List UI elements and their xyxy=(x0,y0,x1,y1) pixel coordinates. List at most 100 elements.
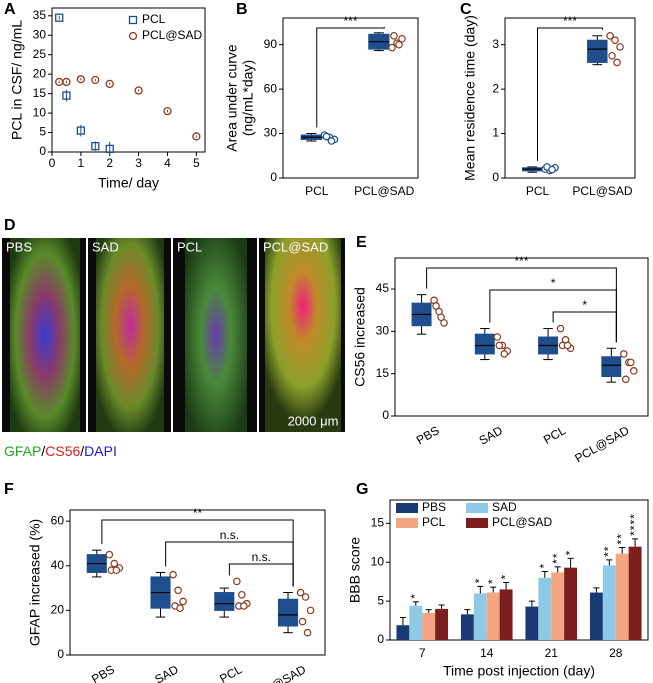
point xyxy=(500,350,509,358)
x-tick-label: PCL xyxy=(305,184,329,198)
y-tick-label: 5 xyxy=(377,593,384,607)
plot-frame xyxy=(394,257,649,417)
point xyxy=(192,132,201,141)
box xyxy=(214,592,235,611)
x-tick-label: PCL@SAD xyxy=(249,662,308,683)
point xyxy=(440,319,448,327)
x-tick-label: PCL@SAD xyxy=(572,423,631,465)
y-axis-label: PCL in CSF/ ng/mL xyxy=(9,20,25,140)
error-bar xyxy=(464,609,471,615)
point xyxy=(179,597,187,606)
panel-label: D xyxy=(4,217,16,234)
point xyxy=(627,358,635,367)
bar xyxy=(486,592,500,640)
significance-label: *** xyxy=(563,14,577,28)
bar xyxy=(499,589,513,640)
stain-legend: GFAP/CS56/DAPI xyxy=(4,443,117,459)
significance-label: n.s. xyxy=(220,528,239,542)
stain-name: CS56 xyxy=(45,443,80,459)
point xyxy=(134,86,143,95)
significance-label: *** xyxy=(514,254,528,268)
y-tick-label: 0 xyxy=(382,408,389,422)
legend-swatch xyxy=(396,518,418,528)
point xyxy=(606,31,614,40)
y-tick-label: 0 xyxy=(492,170,499,184)
x-tick-label: PCL@SAD xyxy=(354,184,415,198)
box xyxy=(474,333,495,355)
point xyxy=(306,606,315,615)
y-axis-label: BBB score xyxy=(347,537,363,603)
y-tick-label: 60 xyxy=(51,513,65,527)
plot-frame xyxy=(51,7,206,153)
point xyxy=(493,333,502,341)
bar xyxy=(460,614,474,640)
y-tick-label: 60 xyxy=(264,81,278,95)
point xyxy=(432,302,440,310)
x-tick-label: 28 xyxy=(609,646,623,660)
x-tick-label: 5 xyxy=(193,156,200,170)
point xyxy=(105,144,114,154)
point xyxy=(327,137,336,145)
point xyxy=(112,566,121,575)
y-tick-label: 45 xyxy=(376,281,390,295)
point xyxy=(398,34,406,43)
error-bar xyxy=(399,616,406,626)
point xyxy=(62,91,71,100)
y-tick-label: 3 xyxy=(492,37,499,51)
panel-label: G xyxy=(356,481,368,498)
y-tick-label: 15 xyxy=(33,86,47,100)
box xyxy=(277,598,299,627)
x-tick-label: 4 xyxy=(164,156,171,170)
point xyxy=(630,367,638,375)
legend-swatch xyxy=(466,518,488,528)
y-tick-label: 30 xyxy=(33,27,47,41)
significance-bracket xyxy=(537,27,603,161)
y-axis-label: CS56 increased xyxy=(352,287,368,387)
significance-label: * xyxy=(582,298,587,312)
significance-label: n.s. xyxy=(252,550,271,564)
y-tick-label: 0 xyxy=(377,632,384,646)
error-bar xyxy=(619,546,626,554)
x-tick-label: SAD xyxy=(152,662,181,683)
significance-star: ** xyxy=(601,546,615,557)
tissue-image xyxy=(185,238,247,432)
error-bar xyxy=(554,566,561,573)
point xyxy=(174,586,182,595)
significance-star: ** xyxy=(550,553,564,564)
point xyxy=(238,590,246,599)
point xyxy=(110,559,119,568)
y-tick-label: 15 xyxy=(376,366,390,380)
point xyxy=(105,79,114,89)
significance-bracket xyxy=(426,267,617,343)
point xyxy=(548,165,556,174)
legend-swatch xyxy=(396,503,418,513)
point xyxy=(91,75,100,85)
error-bar xyxy=(528,600,535,607)
x-tick-label: 0 xyxy=(49,156,56,170)
error-bar xyxy=(503,581,510,590)
point xyxy=(169,570,177,579)
error-bar xyxy=(632,538,639,547)
error-bar xyxy=(567,557,574,568)
legend-label: PCL xyxy=(422,515,446,529)
panel-label: F xyxy=(4,481,14,498)
panel-label: E xyxy=(356,234,367,251)
error-bar xyxy=(438,604,445,609)
point xyxy=(91,142,100,151)
panel-label: C xyxy=(460,1,472,18)
x-axis-label: Time post injection (day) xyxy=(443,663,595,679)
stain-separator: / xyxy=(41,443,45,459)
micrograph-images xyxy=(2,238,345,435)
bar xyxy=(409,605,423,640)
error-bar xyxy=(593,587,600,593)
y-tick-label: 10 xyxy=(371,554,385,568)
bar xyxy=(473,593,487,640)
stain-separator: / xyxy=(80,443,84,459)
legend-swatch xyxy=(466,503,488,513)
bar xyxy=(538,577,552,640)
x-tick-label: PCL@SAD xyxy=(572,184,633,198)
point xyxy=(233,577,241,586)
y-axis-label: (ng/mL*day) xyxy=(240,60,256,136)
bar xyxy=(422,612,436,640)
significance-star: * xyxy=(472,578,486,584)
